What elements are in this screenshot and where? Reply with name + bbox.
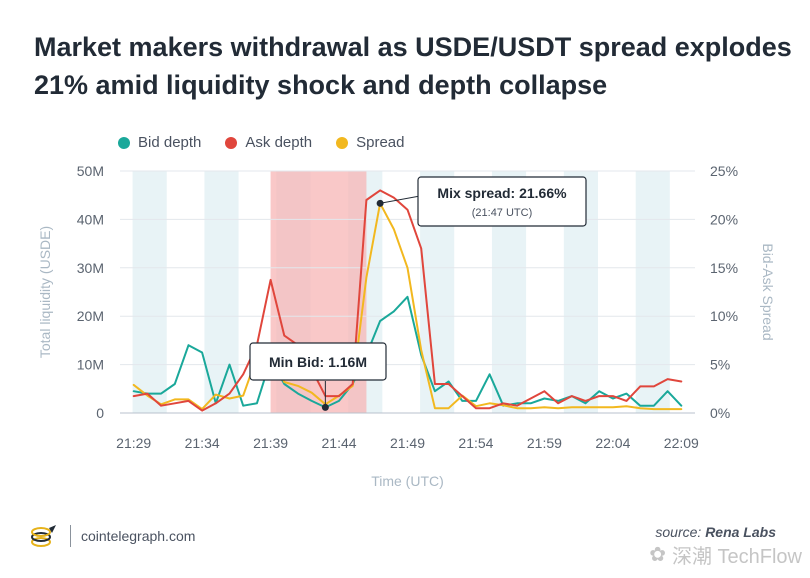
x-tick-label: 21:29 bbox=[116, 435, 151, 451]
brand-link[interactable]: cointelegraph.com bbox=[81, 528, 196, 544]
x-tick-label: 21:49 bbox=[390, 435, 425, 451]
max-spread-sublabel: (21:47 UTC) bbox=[472, 207, 533, 219]
x-tick-label: 21:34 bbox=[185, 435, 220, 451]
x-tick-label: 21:44 bbox=[322, 435, 357, 451]
y-left-tick-label: 10M bbox=[77, 357, 104, 373]
background-band bbox=[635, 171, 670, 413]
y-left-tick-label: 0 bbox=[96, 405, 104, 421]
max-spread-marker bbox=[376, 199, 384, 207]
y-right-tick-label: 20% bbox=[710, 211, 738, 227]
x-tick-label: 21:59 bbox=[527, 435, 562, 451]
source-name: Rena Labs bbox=[705, 524, 776, 540]
cointelegraph-logo-icon bbox=[31, 525, 56, 547]
background-band bbox=[132, 171, 167, 413]
x-tick-label: 22:04 bbox=[595, 435, 630, 451]
grid-lines bbox=[120, 170, 695, 414]
watermark: ✿ 深潮 TechFlow bbox=[649, 540, 802, 569]
y-right-tick-label: 25% bbox=[710, 163, 738, 179]
chart-title: Market makers withdrawal as USDE/USDT sp… bbox=[34, 32, 792, 100]
min-bid-label: Min Bid: 1.16M bbox=[269, 354, 367, 370]
x-tick-label: 22:09 bbox=[664, 435, 699, 451]
axes: 0 10M 20M 30M 40M 50M 0% 5% 10% 15% 20% 25% 21:29 21:… bbox=[37, 163, 776, 489]
y-left-tick-label: 20M bbox=[77, 308, 104, 324]
legend-label-spread: Spread bbox=[356, 134, 405, 151]
y-left-axis-title: Total liquidity (USDE) bbox=[37, 226, 53, 358]
y-right-tick-label: 15% bbox=[710, 260, 738, 276]
series-lines bbox=[132, 189, 683, 412]
legend-item-ask-depth: Ask depth bbox=[225, 134, 312, 151]
x-tick-label: 21:54 bbox=[458, 435, 493, 451]
legend-item-spread: Spread bbox=[336, 134, 404, 151]
y-right-tick-label: 0% bbox=[710, 405, 730, 421]
y-left-tick-label: 40M bbox=[77, 211, 104, 227]
y-left-tick-label: 50M bbox=[77, 163, 104, 179]
min-bid-callout-box bbox=[249, 342, 387, 381]
x-axis-title: Time (UTC) bbox=[371, 473, 444, 489]
x-tick-label: 21:39 bbox=[253, 435, 288, 451]
max-spread-label: Mix spread: 21.66% bbox=[437, 185, 567, 201]
footer-divider bbox=[70, 525, 71, 547]
legend-label-ask-depth: Ask depth bbox=[245, 134, 313, 151]
annotations: Mix spread: 21.66% (21:47 UTC) Min Bid: 1.… bbox=[249, 176, 587, 411]
footer-brand: cointelegraph.com bbox=[30, 522, 195, 550]
min-bid-marker bbox=[321, 403, 329, 411]
max-spread-callout-box bbox=[417, 176, 587, 227]
watermark-icon: ✿ bbox=[649, 544, 666, 566]
max-spread-leader bbox=[380, 195, 421, 204]
y-right-tick-label: 10% bbox=[710, 308, 738, 324]
watermark-text: 深潮 TechFlow bbox=[671, 546, 802, 568]
y-right-tick-label: 5% bbox=[710, 357, 730, 373]
source-credit: source: Rena Labs bbox=[655, 524, 776, 540]
y-right-axis-title: Bid-Ask Spread bbox=[760, 243, 776, 340]
legend-marker-bid-depth bbox=[118, 136, 130, 149]
background-bands bbox=[132, 171, 670, 413]
source-prefix: source: bbox=[655, 524, 706, 540]
legend-marker-ask-depth bbox=[225, 136, 238, 149]
legend-item-bid-depth: Bid depth bbox=[118, 134, 201, 151]
legend-label-bid-depth: Bid depth bbox=[138, 134, 202, 151]
series-line-ask-depth bbox=[132, 189, 683, 412]
chart-legend: Bid depth Ask depth Spread bbox=[118, 134, 404, 151]
y-left-tick-label: 30M bbox=[77, 260, 104, 276]
legend-marker-spread bbox=[336, 136, 349, 149]
